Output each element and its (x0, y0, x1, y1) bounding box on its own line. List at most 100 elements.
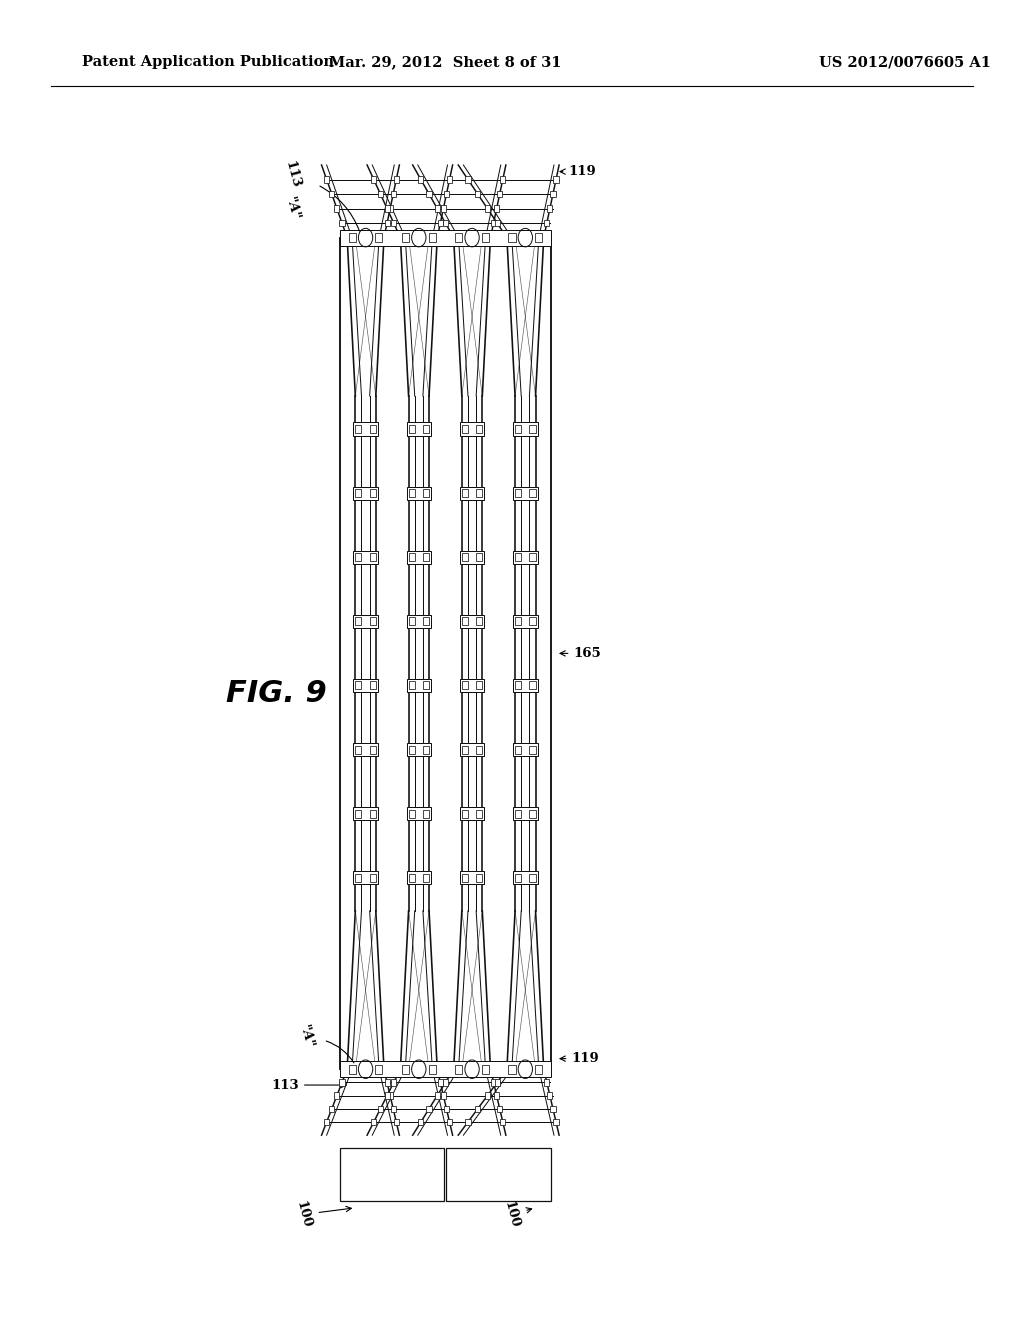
Bar (446, 1148, 551, 1201)
Bar (515, 809, 521, 817)
Bar (446, 177, 453, 182)
Bar (529, 490, 536, 498)
Bar (551, 1106, 556, 1111)
Bar (529, 874, 536, 882)
Bar (378, 190, 383, 197)
Bar (498, 1106, 503, 1111)
Bar (444, 190, 449, 197)
Bar (513, 615, 538, 628)
Bar (371, 177, 376, 182)
Bar (438, 219, 442, 226)
Bar (513, 743, 538, 756)
Bar (513, 487, 538, 500)
Bar (434, 205, 440, 211)
Bar (434, 1093, 440, 1098)
Bar (407, 743, 431, 756)
Bar (513, 871, 538, 884)
Bar (384, 205, 389, 211)
Bar (495, 1093, 500, 1098)
Bar (401, 1064, 409, 1074)
Bar (515, 874, 521, 882)
Bar (485, 205, 489, 211)
Bar (391, 1080, 396, 1085)
Text: Mar. 29, 2012  Sheet 8 of 31: Mar. 29, 2012 Sheet 8 of 31 (329, 55, 562, 70)
Bar (370, 425, 376, 433)
Bar (529, 425, 536, 433)
Bar (418, 177, 424, 182)
Bar (339, 1080, 344, 1085)
Bar (462, 681, 468, 689)
Bar (423, 490, 429, 498)
Bar (455, 232, 463, 243)
Bar (371, 1119, 376, 1125)
Bar (385, 1080, 389, 1085)
Bar (495, 219, 500, 226)
Bar (423, 553, 429, 561)
Bar (387, 205, 393, 211)
Bar (492, 1080, 497, 1085)
Bar (508, 232, 515, 243)
Bar (465, 177, 470, 182)
Bar (355, 490, 361, 498)
Bar (407, 487, 431, 500)
Bar (482, 232, 489, 243)
Bar (426, 1106, 432, 1111)
Bar (329, 190, 334, 197)
Bar (476, 874, 482, 882)
Bar (515, 681, 521, 689)
Text: "A": "A" (297, 1023, 315, 1049)
Text: 113: 113 (283, 160, 302, 189)
Bar (498, 190, 503, 197)
Bar (476, 618, 482, 626)
Bar (340, 1148, 444, 1201)
Bar (334, 205, 339, 211)
Bar (409, 553, 415, 561)
Bar (515, 490, 521, 498)
Bar (495, 1080, 500, 1085)
Bar (407, 615, 431, 628)
Bar (378, 1106, 383, 1111)
Bar (492, 219, 497, 226)
Bar (460, 678, 484, 692)
Bar (353, 678, 378, 692)
Bar (476, 425, 482, 433)
Bar (462, 618, 468, 626)
Text: 100: 100 (502, 1200, 531, 1229)
Bar (391, 219, 396, 226)
Bar (393, 1119, 399, 1125)
Bar (353, 615, 378, 628)
Bar (407, 422, 431, 436)
Bar (475, 190, 480, 197)
Bar (529, 553, 536, 561)
Bar (426, 190, 432, 197)
Bar (339, 219, 344, 226)
Bar (409, 809, 415, 817)
Bar (513, 807, 538, 820)
Bar (418, 1119, 424, 1125)
Bar (462, 553, 468, 561)
Bar (409, 425, 415, 433)
Bar (409, 874, 415, 882)
Bar (508, 1064, 515, 1074)
Bar (460, 743, 484, 756)
Bar (515, 425, 521, 433)
Bar (460, 871, 484, 884)
Bar (407, 871, 431, 884)
Bar (423, 425, 429, 433)
Bar (513, 422, 538, 436)
Bar (465, 1119, 470, 1125)
Bar (387, 1093, 393, 1098)
Bar (548, 1093, 553, 1098)
Bar (545, 1080, 550, 1085)
Bar (348, 232, 356, 243)
Bar (409, 490, 415, 498)
Bar (536, 1064, 543, 1074)
Bar (460, 487, 484, 500)
Bar (409, 618, 415, 626)
Bar (529, 681, 536, 689)
Bar (460, 550, 484, 564)
Bar (462, 425, 468, 433)
Text: 100: 100 (294, 1200, 351, 1229)
Bar (353, 487, 378, 500)
Bar (442, 219, 449, 226)
